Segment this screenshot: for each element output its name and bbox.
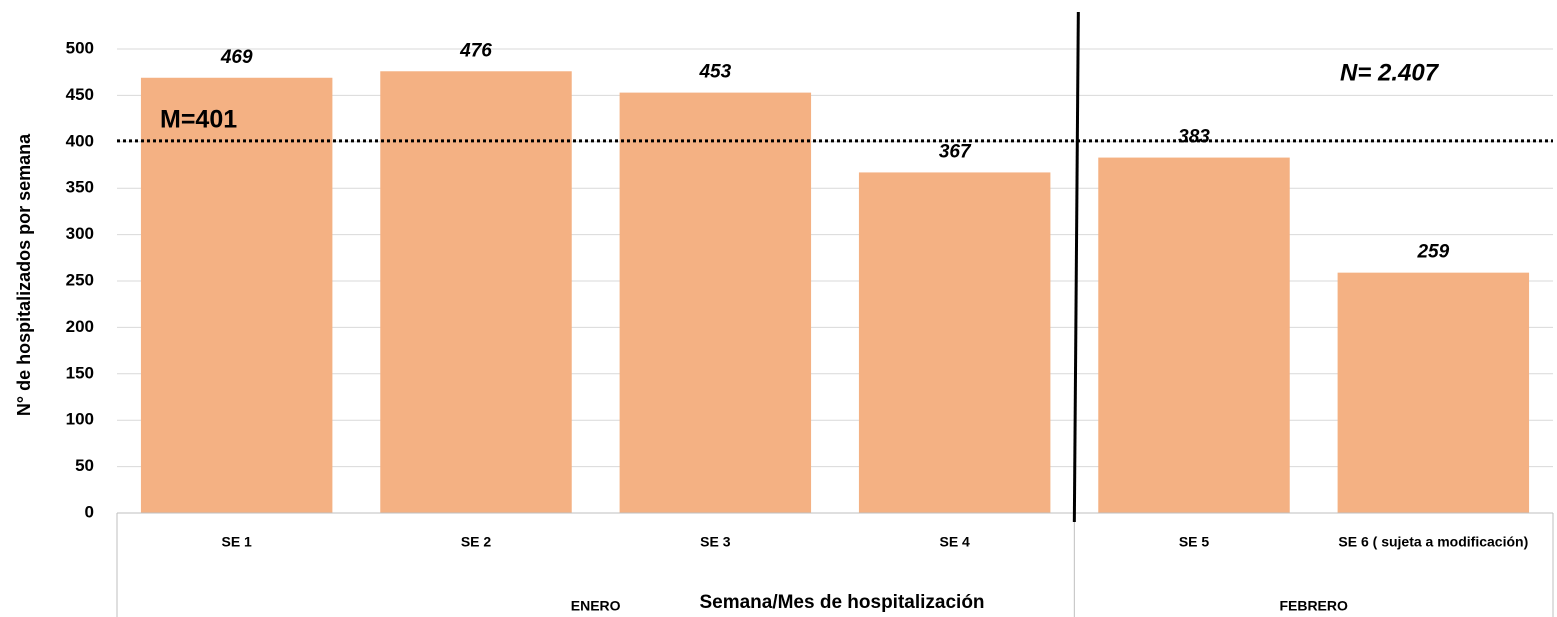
bar <box>619 92 812 513</box>
data-label: 476 <box>459 40 492 61</box>
data-label: 469 <box>220 47 253 68</box>
data-label: 367 <box>939 141 972 162</box>
data-label: 453 <box>698 62 731 83</box>
y-tick-label: 0 <box>85 502 94 521</box>
bar <box>140 77 333 513</box>
x-tick-label: SE 6 ( sujeta a modificación) <box>1338 534 1528 550</box>
x-axis-title: Semana/Mes de hospitalización <box>699 592 984 613</box>
y-tick-label: 100 <box>66 410 94 429</box>
bar <box>380 71 572 513</box>
y-tick-label: 450 <box>66 85 94 104</box>
bar <box>858 172 1051 513</box>
mean-label: M=401 <box>160 105 237 133</box>
y-tick-label: 500 <box>66 38 94 57</box>
y-tick-label: 250 <box>66 270 94 289</box>
y-tick-label: 50 <box>75 456 94 475</box>
y-tick-label: 300 <box>66 224 94 243</box>
x-tick-label: SE 2 <box>461 534 492 550</box>
x-tick-label: SE 1 <box>221 534 252 550</box>
group-label: FEBRERO <box>1279 598 1348 614</box>
data-label: 259 <box>1416 242 1449 263</box>
y-tick-label: 200 <box>66 317 94 336</box>
x-tick-label: SE 3 <box>700 534 731 550</box>
bar <box>1098 157 1290 514</box>
y-tick-label: 150 <box>66 363 94 382</box>
bar <box>1337 272 1530 513</box>
x-tick-label: SE 4 <box>939 534 970 550</box>
y-tick-label: 400 <box>66 131 94 150</box>
group-label: ENERO <box>571 598 621 614</box>
month-separator <box>1072 11 1080 523</box>
annotation: N= 2.407 <box>1340 59 1440 86</box>
x-tick-label: SE 5 <box>1179 534 1210 550</box>
y-tick-label: 350 <box>66 178 94 197</box>
y-axis-title: N° de hospitalizados por semana <box>14 133 34 416</box>
data-label: 383 <box>1178 127 1210 148</box>
